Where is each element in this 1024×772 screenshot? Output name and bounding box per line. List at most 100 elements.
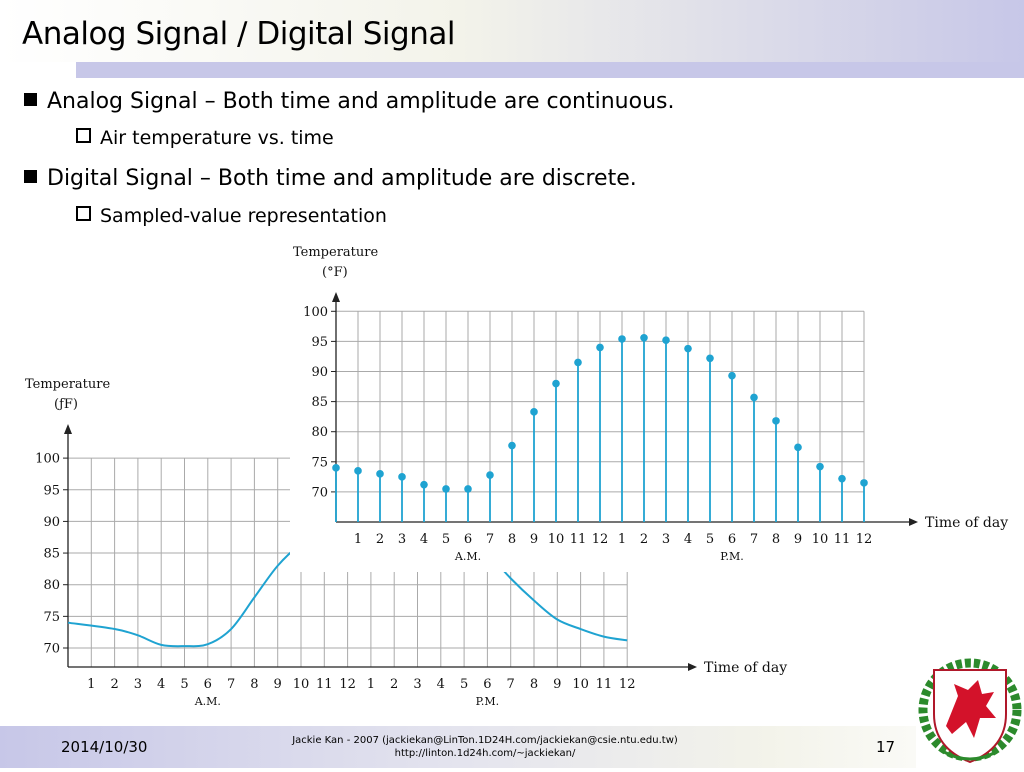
x-tick-label: 3 [413, 677, 421, 692]
x-tick-label: 2 [376, 532, 384, 547]
open-square-bullet-icon [76, 128, 91, 143]
sample-point [772, 417, 780, 425]
x-tick-label: 5 [460, 677, 468, 692]
x-axis-title: Time of day [925, 515, 1008, 531]
sample-point [376, 470, 384, 478]
sample-point [508, 441, 516, 450]
sample-point [838, 474, 846, 483]
bullet-text: Digital Signal – Both time and amplitude… [47, 166, 637, 191]
x-tick-label: 10 [572, 677, 589, 692]
page-number: 17 [876, 738, 896, 756]
x-tick-label: 6 [464, 532, 472, 547]
x-tick-label: 1 [618, 532, 626, 547]
y-axis-unit: (ƒF) [54, 397, 78, 412]
sample-point [662, 336, 670, 344]
sample-point [552, 379, 560, 388]
x-tick-label: 11 [570, 532, 587, 547]
x-tick-label: 9 [794, 532, 802, 547]
footer-date: 2014/10/30 [61, 738, 148, 756]
y-tick-label: 85 [43, 547, 60, 562]
y-tick-label: 95 [43, 483, 60, 498]
x-tick-label: 1 [367, 677, 375, 692]
x-tick-label: 5 [706, 532, 714, 547]
y-tick-label: 90 [311, 365, 328, 380]
sample-point [354, 467, 362, 475]
bullet-digital: Digital Signal – Both time and amplitude… [24, 166, 637, 191]
y-axis-unit: (°F) [322, 265, 348, 280]
subbullet-text: Sampled-value representation [100, 205, 387, 227]
footer-credit-line-1: Jackie Kan - 2007 (jackiekan@LinTon.1D24… [292, 735, 678, 746]
y-tick-label: 90 [43, 515, 60, 530]
y-tick-label: 75 [43, 610, 60, 625]
y-tick-label: 80 [311, 425, 328, 440]
sample-point [530, 408, 538, 416]
x-tick-label: 2 [390, 677, 398, 692]
sample-point [794, 443, 802, 452]
x-tick-label: 10 [812, 532, 829, 547]
x-tick-label: 7 [227, 677, 235, 692]
period-label-pm: P.M. [720, 550, 743, 563]
x-tick-label: 8 [250, 677, 258, 692]
x-tick-label: 6 [483, 677, 491, 692]
x-tick-label: 7 [486, 532, 494, 547]
x-tick-label: 4 [437, 677, 445, 692]
y-tick-label: 70 [43, 642, 60, 657]
x-axis-title: Time of day [704, 660, 787, 676]
y-tick-label: 100 [35, 452, 60, 467]
x-tick-label: 11 [316, 677, 333, 692]
x-tick-label: 1 [354, 532, 362, 547]
dragon-crest-icon [916, 656, 1024, 768]
sample-point [684, 344, 692, 353]
x-tick-label: 3 [134, 677, 142, 692]
y-tick-label: 85 [311, 395, 328, 410]
sample-point [860, 479, 868, 487]
x-tick-label: 9 [274, 677, 282, 692]
x-tick-label: 11 [834, 532, 851, 547]
x-tick-label: 10 [293, 677, 310, 692]
x-tick-label: 12 [856, 532, 873, 547]
y-axis-title: Temperature [25, 377, 110, 392]
x-tick-label: 1 [87, 677, 95, 692]
period-label-pm: P.M. [476, 695, 499, 708]
bullet-text: Analog Signal – Both time and amplitude … [47, 89, 675, 114]
x-axis-arrowhead [688, 663, 697, 671]
period-label-am: A.M. [454, 550, 481, 563]
y-axis-arrowhead [332, 292, 340, 302]
sample-point [728, 371, 736, 380]
y-tick-label: 75 [311, 455, 328, 470]
x-tick-label: 8 [530, 677, 538, 692]
sample-point [574, 358, 582, 367]
sample-point [332, 464, 340, 472]
x-tick-label: 2 [110, 677, 118, 692]
x-tick-label: 7 [750, 532, 758, 547]
x-axis-arrowhead [909, 518, 918, 526]
bullet-analog: Analog Signal – Both time and amplitude … [24, 89, 674, 114]
x-tick-label: 5 [442, 532, 450, 547]
x-tick-label: 8 [508, 532, 516, 547]
sample-point [706, 354, 714, 363]
y-tick-label: 70 [311, 485, 328, 500]
y-axis-title: Temperature [293, 245, 378, 260]
x-tick-label: 9 [553, 677, 561, 692]
square-bullet-icon [24, 93, 37, 106]
period-label-am: A.M. [194, 695, 221, 708]
sample-point [750, 393, 758, 402]
x-tick-label: 4 [684, 532, 692, 547]
sample-point [486, 471, 494, 479]
temperature-curve [67, 526, 325, 648]
title-accent-bar [76, 62, 1024, 78]
sample-point [816, 462, 824, 471]
square-bullet-icon [24, 170, 37, 183]
sample-point [640, 333, 648, 342]
y-axis-arrowhead [64, 424, 72, 434]
sample-point [420, 480, 428, 489]
x-tick-label: 6 [728, 532, 736, 547]
digital-chart-backdrop [290, 244, 722, 572]
x-tick-label: 4 [420, 532, 428, 547]
x-tick-label: 8 [772, 532, 780, 547]
x-tick-label: 12 [619, 677, 636, 692]
open-square-bullet-icon [76, 206, 91, 221]
x-tick-label: 4 [157, 677, 165, 692]
x-tick-label: 10 [548, 532, 565, 547]
